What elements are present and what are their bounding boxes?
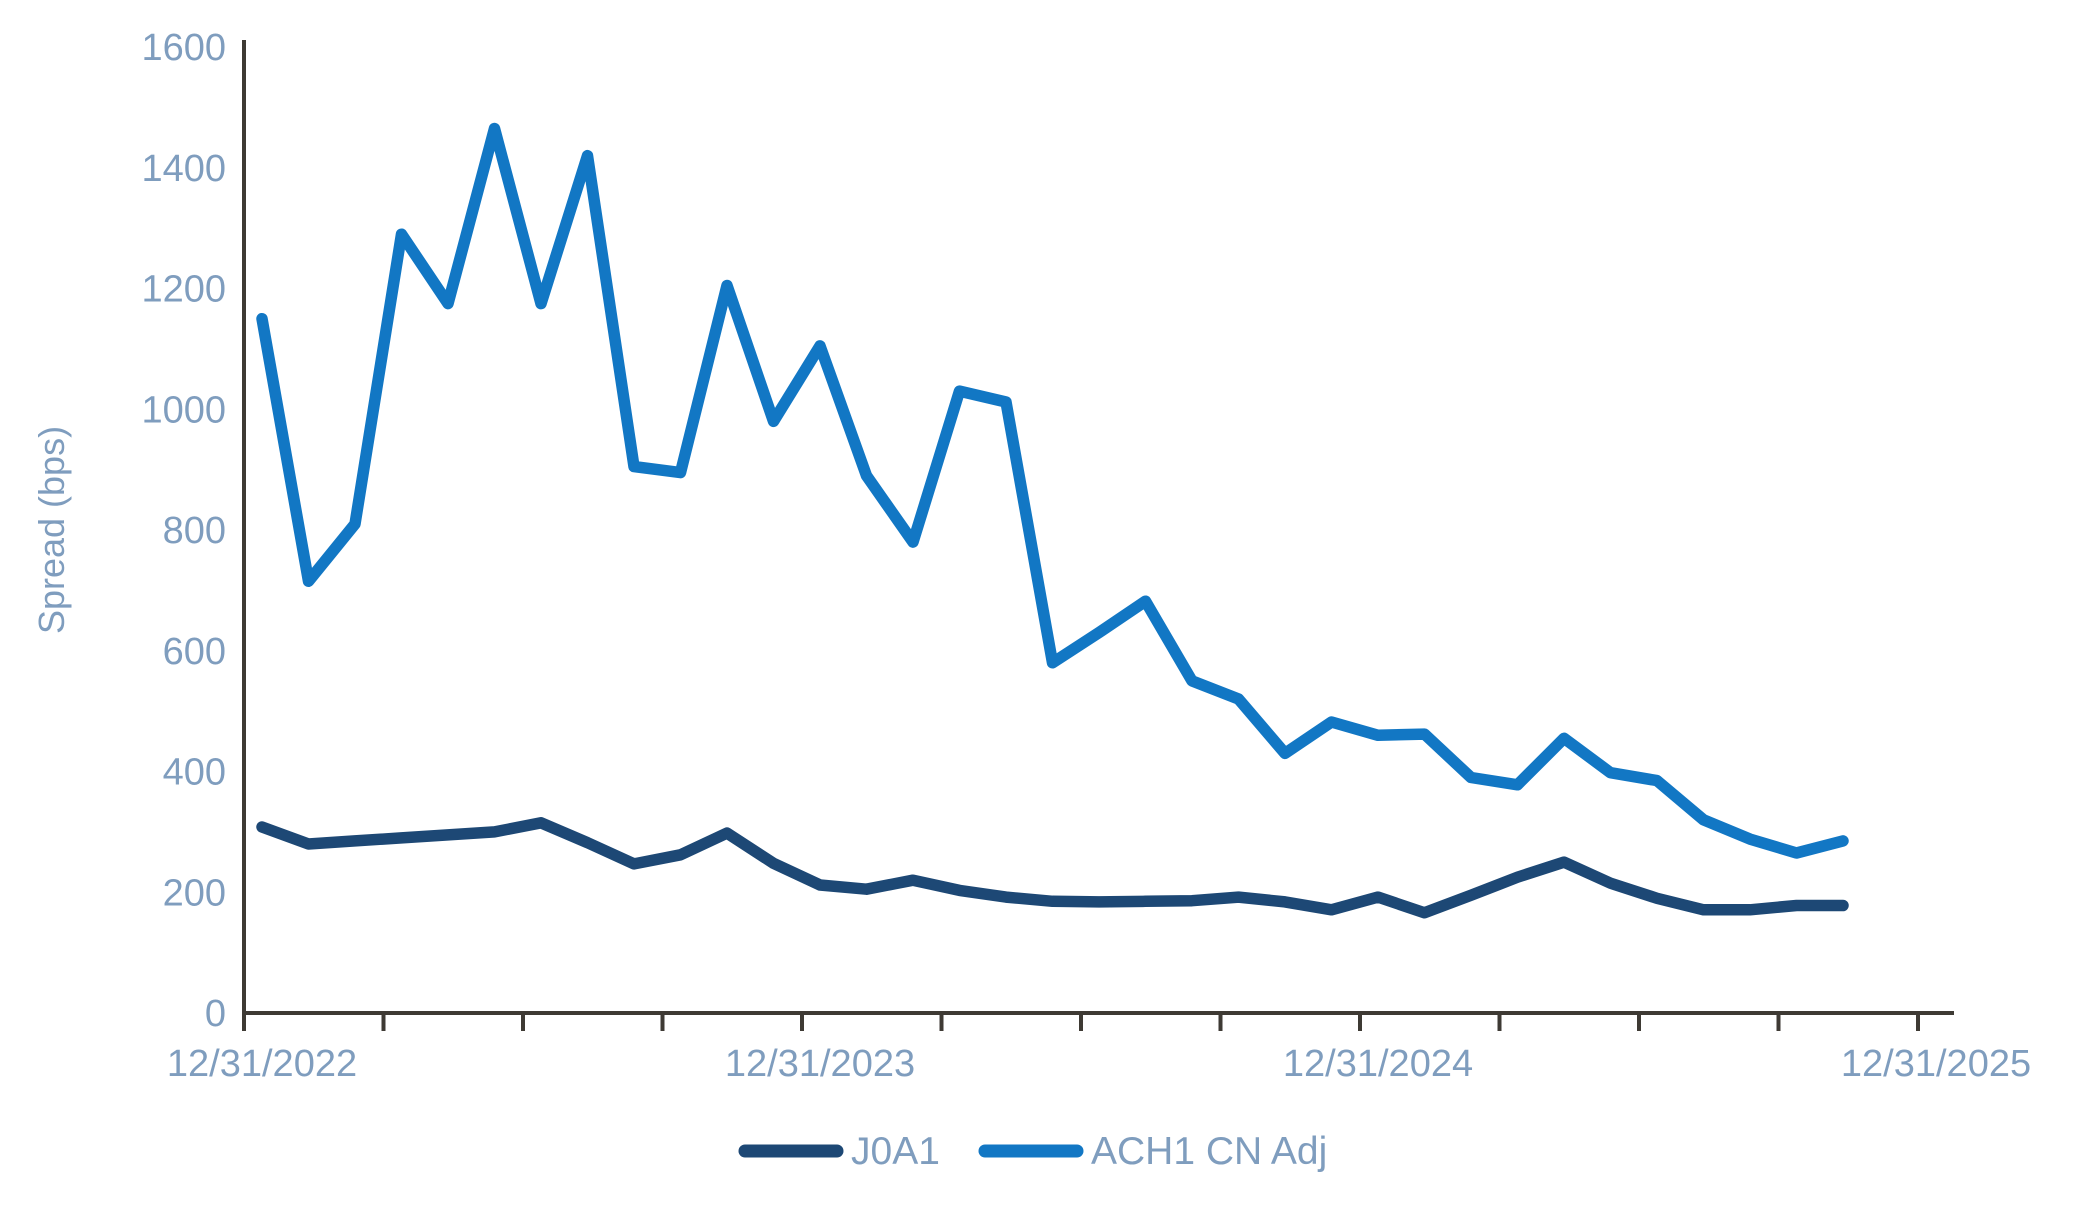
y-tick-label-1400: 1400 <box>141 148 226 190</box>
series-lines <box>256 122 1849 919</box>
y-tick-label-1200: 1200 <box>141 269 226 311</box>
y-tick-label-400: 400 <box>163 752 226 794</box>
legend-label-j0a1: J0A1 <box>851 1130 940 1173</box>
series-line-ach1-cn-adj <box>256 122 1849 859</box>
y-tick-label-1000: 1000 <box>141 389 226 431</box>
x-tick-label-12-31-2023: 12/31/2023 <box>725 1043 915 1085</box>
y-tick-label-1600: 1600 <box>141 27 226 69</box>
x-axis-tick-labels: 12/31/2022 12/31/2023 12/31/2024 12/31/2025 <box>167 1043 2031 1085</box>
x-axis-tick-marks <box>242 1013 1920 1031</box>
x-tick-label-12-31-2024: 12/31/2024 <box>1283 1043 1473 1085</box>
series-line-j0a1 <box>256 817 1849 919</box>
legend-label-ach1: ACH1 CN Adj <box>1091 1130 1327 1173</box>
legend: J0A1 ACH1 CN Adj <box>738 1130 1327 1173</box>
y-axis-title: Spread (bps) <box>31 426 72 634</box>
y-tick-label-200: 200 <box>163 872 226 914</box>
x-tick-label-12-31-2025: 12/31/2025 <box>1841 1043 2031 1085</box>
y-tick-label-800: 800 <box>163 510 226 552</box>
y-tick-label-0: 0 <box>205 993 226 1035</box>
y-tick-label-600: 600 <box>163 631 226 673</box>
x-tick-label-12-31-2022: 12/31/2022 <box>167 1043 357 1085</box>
y-axis-tick-labels: 0 200 400 600 800 1000 1200 1400 1600 <box>141 27 226 1035</box>
